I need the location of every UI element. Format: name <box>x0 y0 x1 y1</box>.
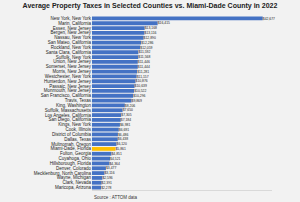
svg-text:Cuyahoga, Ohio: Cuyahoga, Ohio <box>58 156 91 161</box>
svg-text:$4,851: $4,851 <box>111 152 121 156</box>
svg-text:$11,446: $11,446 <box>138 60 150 64</box>
svg-text:Essex, New Jersey: Essex, New Jersey <box>53 26 92 31</box>
svg-text:$3,477: $3,477 <box>106 166 116 170</box>
svg-text:$8,206: $8,206 <box>125 104 135 108</box>
svg-text:$4,521: $4,521 <box>110 157 120 161</box>
svg-text:$7,650: $7,650 <box>123 108 133 112</box>
svg-text:$13,168: $13,168 <box>145 26 157 30</box>
svg-text:$6,691: $6,691 <box>119 128 129 132</box>
svg-text:$7,184: $7,184 <box>121 118 131 122</box>
svg-text:$6,120: $6,120 <box>117 142 127 146</box>
svg-text:$3,116: $3,116 <box>104 171 114 175</box>
svg-text:Hillsborough, Florida: Hillsborough, Florida <box>50 161 92 166</box>
svg-text:$6,438: $6,438 <box>118 137 128 141</box>
svg-text:$42,677: $42,677 <box>263 17 275 21</box>
svg-text:$11,281: $11,281 <box>137 70 149 74</box>
svg-text:Mecklenburg, North Carolina: Mecklenburg, North Carolina <box>34 171 92 176</box>
svg-text:King, Washington: King, Washington <box>56 103 92 108</box>
svg-text:District of Columbia: District of Columbia <box>52 132 92 137</box>
svg-text:Source : ATTOM data: Source : ATTOM data <box>94 195 138 200</box>
svg-text:Average Property Taxes in Sele: Average Property Taxes in Selected Count… <box>23 2 278 10</box>
svg-text:$11,568: $11,568 <box>138 55 150 59</box>
svg-text:Santa Clara, California: Santa Clara, California <box>46 50 92 55</box>
svg-text:$6,486: $6,486 <box>118 133 128 137</box>
svg-text:$9,869: $9,869 <box>132 99 142 103</box>
svg-text:Passaic, New Jersey: Passaic, New Jersey <box>49 84 92 89</box>
svg-text:Somerset, New Jersey: Somerset, New Jersey <box>46 64 92 69</box>
svg-text:$5,861: $5,861 <box>115 147 125 151</box>
svg-text:$11,592: $11,592 <box>138 50 150 54</box>
svg-text:Monmouth, New Jersey: Monmouth, New Jersey <box>44 88 92 93</box>
svg-text:Suffolk, Massachusetts: Suffolk, Massachusetts <box>45 108 92 113</box>
svg-text:Bergen, New Jersey: Bergen, New Jersey <box>50 30 91 35</box>
svg-text:Kings, New York: Kings, New York <box>58 122 92 127</box>
svg-text:Fulton, Georgia: Fulton, Georgia <box>60 151 92 156</box>
svg-text:Cook, Illinois: Cook, Illinois <box>65 127 91 132</box>
svg-text:$6,981: $6,981 <box>120 123 130 127</box>
svg-text:$2,596: $2,596 <box>102 176 112 180</box>
svg-text:Los Angeles, California: Los Angeles, California <box>45 113 92 118</box>
svg-text:Rockland, New York: Rockland, New York <box>51 45 92 50</box>
svg-text:Marin, California: Marin, California <box>58 21 91 26</box>
svg-text:Wayne, Michigan: Wayne, Michigan <box>57 175 92 180</box>
svg-text:$12,286: $12,286 <box>141 41 153 45</box>
svg-text:Westchester, New York: Westchester, New York <box>45 74 92 79</box>
svg-text:$4,364: $4,364 <box>109 162 119 166</box>
svg-text:Denver, Colorado: Denver, Colorado <box>56 166 92 171</box>
svg-text:$16,415: $16,415 <box>158 21 170 25</box>
svg-text:Morris, New Jersey: Morris, New Jersey <box>52 69 91 74</box>
svg-text:$10,522: $10,522 <box>134 89 146 93</box>
svg-text:Clark, Nevada: Clark, Nevada <box>62 180 91 185</box>
svg-text:$10,296: $10,296 <box>133 94 145 98</box>
svg-text:$12,890: $12,890 <box>144 36 156 40</box>
svg-text:Dallas, Texas: Dallas, Texas <box>64 137 91 142</box>
svg-text:$10,639: $10,639 <box>135 84 147 88</box>
svg-text:Suffolk, New York: Suffolk, New York <box>56 55 92 60</box>
svg-text:$13,116: $13,116 <box>144 31 156 35</box>
svg-text:New York, New York: New York, New York <box>50 16 91 21</box>
svg-text:Union, New Jersey: Union, New Jersey <box>53 59 92 64</box>
svg-text:$11,444: $11,444 <box>138 65 150 69</box>
svg-text:San Diego, California: San Diego, California <box>48 117 91 122</box>
svg-text:Hunterdon, New Jersey: Hunterdon, New Jersey <box>44 79 92 84</box>
svg-text:$10,876: $10,876 <box>136 79 148 83</box>
svg-text:Maricopa, Arizona: Maricopa, Arizona <box>55 185 92 190</box>
svg-text:$2,278: $2,278 <box>101 186 111 190</box>
svg-text:$7,305: $7,305 <box>121 113 131 117</box>
svg-text:San Francisco, California: San Francisco, California <box>41 93 92 98</box>
svg-text:Multnomah, Oregon: Multnomah, Oregon <box>51 142 91 147</box>
svg-text:$12,059: $12,059 <box>140 46 152 50</box>
svg-text:Nassau, New York: Nassau, New York <box>54 35 92 40</box>
svg-text:Miami-Dade, Florida: Miami-Dade, Florida <box>50 146 91 151</box>
svg-text:$11,157: $11,157 <box>137 75 149 79</box>
svg-text:$2,391: $2,391 <box>102 181 112 185</box>
svg-text:Travis, Texas: Travis, Texas <box>65 98 92 103</box>
svg-text:San Mateo, California: San Mateo, California <box>48 40 92 45</box>
